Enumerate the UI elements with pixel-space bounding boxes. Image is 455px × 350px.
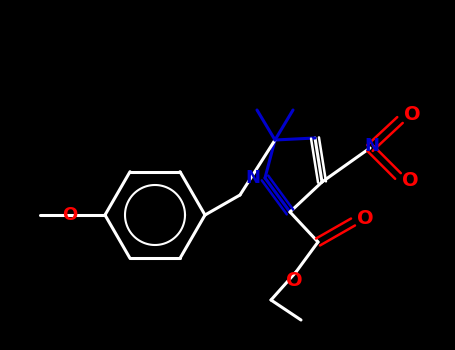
Text: N: N [246, 169, 261, 187]
Text: O: O [402, 172, 418, 190]
Text: O: O [62, 206, 78, 224]
Text: O: O [286, 271, 302, 289]
Text: O: O [357, 210, 373, 229]
Text: N: N [364, 137, 379, 155]
Text: O: O [404, 105, 420, 125]
